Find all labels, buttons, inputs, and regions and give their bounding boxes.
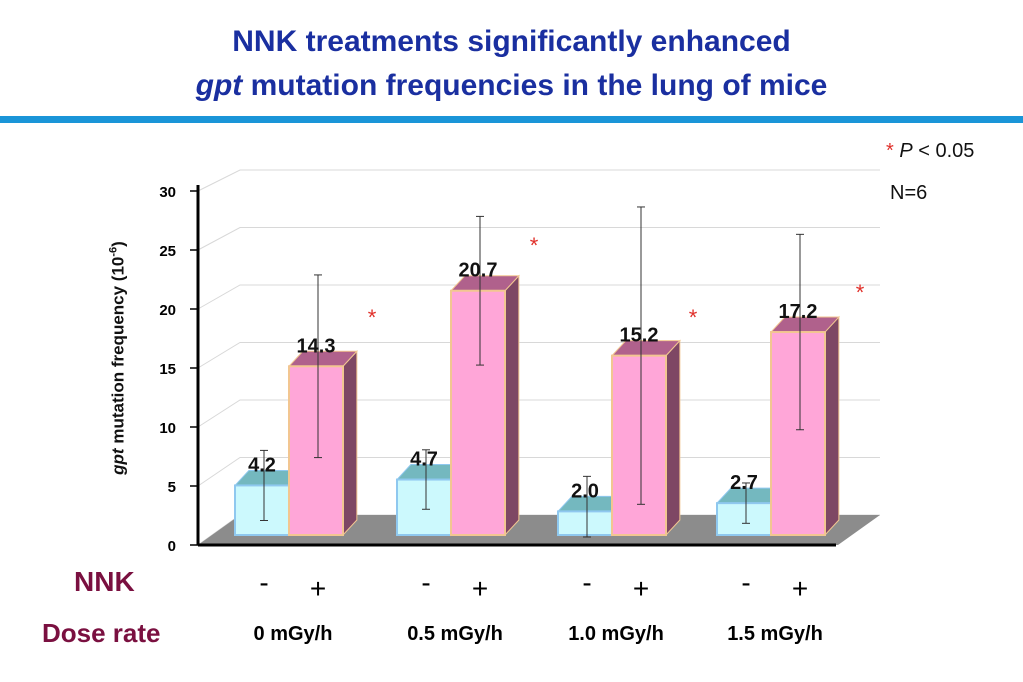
y-tick-label: 30 xyxy=(159,184,176,201)
value-label: 14.3 xyxy=(297,335,336,357)
title-line-2: gpt mutation frequencies in the lung of … xyxy=(0,66,1023,106)
dose-row-label: Dose rate xyxy=(42,618,161,648)
grid-line xyxy=(197,227,880,251)
legend-star: * xyxy=(886,140,894,162)
dose-rate-label: 0.5 mGy/h xyxy=(407,623,503,645)
y-tick-label: 5 xyxy=(168,479,176,496)
title-rule xyxy=(0,116,1023,123)
bar xyxy=(396,478,452,537)
bar-side xyxy=(504,274,520,537)
dose-rate-label: 0 mGy/h xyxy=(254,623,333,645)
title-line-1-text: NNK treatments significantly enhanced xyxy=(232,25,791,58)
y-tick-label: 10 xyxy=(159,420,176,437)
title-line-2-text: mutation frequencies in the lung of mice xyxy=(250,69,828,102)
title-line-1: NNK treatments significantly enhanced xyxy=(0,22,1023,62)
bar xyxy=(234,484,290,537)
nnk-row-label: NNK xyxy=(74,566,135,597)
legend-p: P xyxy=(899,140,913,162)
value-label: 4.2 xyxy=(248,454,276,476)
dose-rate-label: 1.5 mGy/h xyxy=(727,623,823,645)
nnk-sign: + xyxy=(472,573,488,604)
bar-side xyxy=(342,349,358,537)
bar xyxy=(716,502,772,537)
nnk-sign: - xyxy=(741,567,750,598)
chart-back-wall xyxy=(198,152,880,545)
nnk-sign: + xyxy=(633,573,649,604)
value-label: 4.7 xyxy=(410,449,438,471)
value-label: 15.2 xyxy=(620,325,659,347)
bar xyxy=(770,331,826,537)
y-tick-label: 15 xyxy=(159,361,176,378)
bar xyxy=(557,510,613,536)
grid-line xyxy=(197,169,880,192)
y-tick-label: 25 xyxy=(159,243,176,260)
nnk-sign: + xyxy=(310,573,326,604)
y-tick-label: 0 xyxy=(168,538,176,555)
y-tick-label: 20 xyxy=(159,302,176,319)
significance-star: * xyxy=(530,233,539,258)
nnk-sign: + xyxy=(792,573,808,604)
nnk-sign: - xyxy=(421,567,430,598)
nnk-sign: - xyxy=(259,567,268,598)
sample-size: N=6 xyxy=(890,182,928,204)
bar-side xyxy=(665,339,681,537)
dose-rate-label: 1.0 mGy/h xyxy=(568,623,664,645)
nnk-sign: - xyxy=(582,567,591,598)
value-label: 2.0 xyxy=(571,480,599,502)
chart-floor xyxy=(198,515,880,545)
significance-legend: * P < 0.05 xyxy=(886,140,974,163)
significance-star: * xyxy=(368,305,377,330)
value-label: 2.7 xyxy=(730,472,758,494)
bar xyxy=(288,365,344,537)
value-label: 17.2 xyxy=(779,301,818,323)
value-label: 20.7 xyxy=(459,260,498,282)
grid-line xyxy=(197,284,880,310)
title-gpt: gpt xyxy=(195,69,243,102)
significance-star: * xyxy=(689,305,698,330)
bar-side xyxy=(824,315,840,537)
bar xyxy=(611,354,667,537)
legend-p-threshold: < 0.05 xyxy=(918,140,975,162)
bar xyxy=(450,289,506,536)
significance-star: * xyxy=(856,280,865,305)
